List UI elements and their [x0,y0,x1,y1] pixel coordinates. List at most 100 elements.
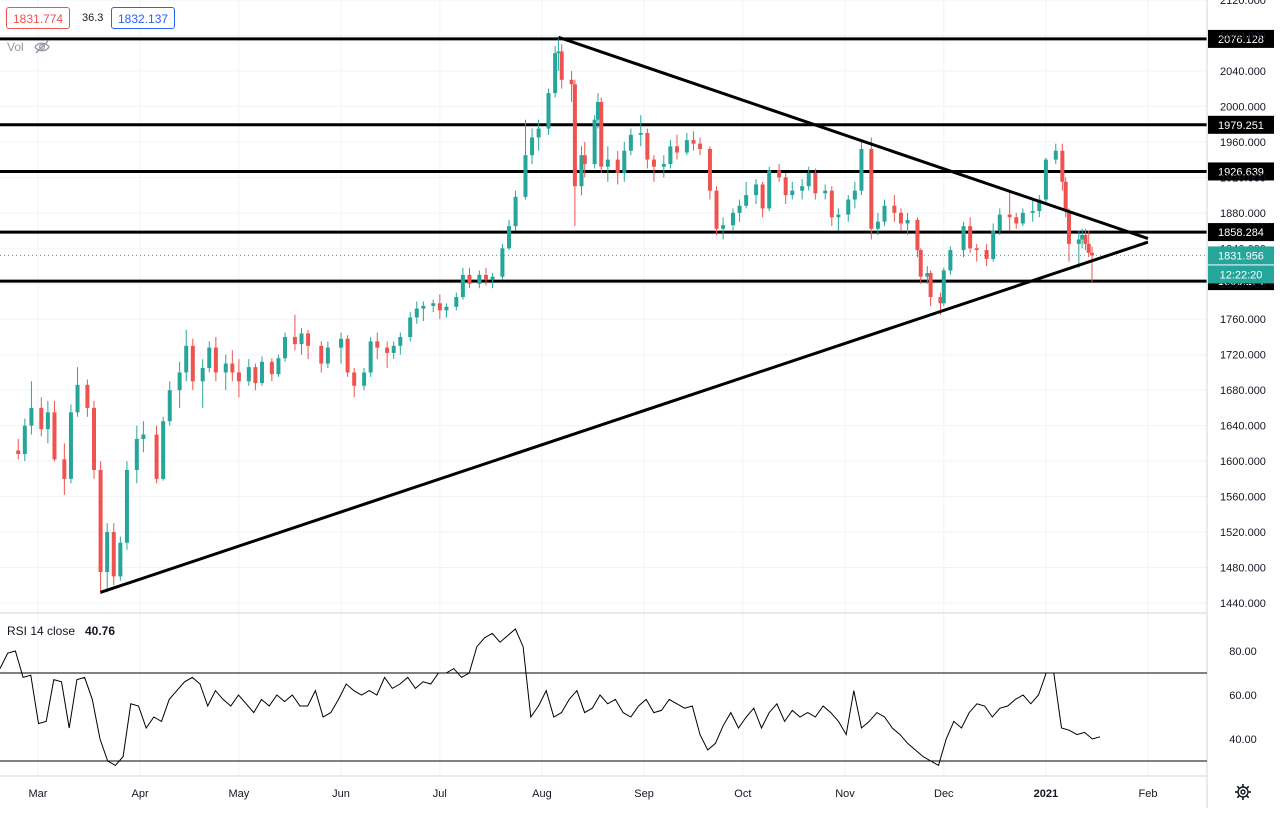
candle-body [269,361,274,375]
candle [1007,190,1012,231]
y-tick-label: 1600.000 [1220,456,1266,468]
candle-body [1043,159,1048,200]
candle-body [714,190,719,229]
candle-body [599,101,604,167]
candle [362,368,367,391]
candle-body [813,172,818,194]
candle [991,223,996,262]
candle [875,212,880,235]
candle-body [760,184,765,209]
rsi-current-value: 40.76 [85,624,116,638]
y-tick-label: 1960.000 [1220,137,1266,149]
candle-body [368,341,373,373]
candle-body [674,146,679,153]
candle [45,400,50,444]
candle [997,208,1002,235]
gear-icon[interactable] [1234,783,1252,801]
candle [483,267,488,286]
candle-body [75,384,80,413]
candle [1060,143,1065,191]
candle [925,266,930,284]
candle-body [905,219,910,224]
candle-body [852,190,857,200]
y-tick-label: 1520.000 [1220,527,1266,539]
candle-body [375,341,380,348]
candle-body [918,250,923,277]
rsi-line [0,628,1101,767]
candle-body [559,51,564,80]
candle [161,416,166,481]
candle-body [984,250,989,259]
candle-body [190,345,195,382]
candle-body [948,250,953,271]
candle-body [991,230,996,259]
x-tick-label: Nov [835,788,855,800]
candle [167,381,172,426]
candle [368,336,373,377]
candle [1043,157,1048,204]
candle [530,128,535,165]
candle-body [490,276,495,280]
candle-body [62,459,67,479]
candle-body [546,93,551,129]
candle [1083,228,1088,251]
candle [460,267,465,300]
level-label: 1926.639 [1218,166,1264,178]
candle-body [91,407,96,470]
candle-body [859,148,864,191]
candle [730,208,735,231]
candle [622,141,627,182]
close-price-badge: 1832.137 [111,7,176,29]
candle [536,119,541,151]
candle-body [582,155,587,165]
candle [467,267,472,289]
candle [1086,230,1091,258]
candle [213,336,218,382]
candle-body [283,336,288,359]
candle-body [1014,217,1019,224]
open-price-badge: 1831.774 [6,7,71,29]
candle-body [207,347,212,369]
candle-body [437,303,442,311]
candle-body [622,150,627,173]
candle [177,361,182,408]
candle [62,443,67,495]
candle [599,97,604,173]
candle [968,217,973,253]
candle-body [16,450,21,455]
candle-body [661,164,666,167]
candle [790,181,795,200]
candle [948,246,953,275]
x-tick-label: Dec [934,788,954,800]
candle [829,186,834,227]
candle [691,131,696,151]
eye-crossed-icon[interactable] [33,38,51,56]
candle [628,128,633,156]
candle-body [398,336,403,346]
candle [892,195,897,222]
candle [98,461,103,595]
candle-body [408,317,413,337]
candle-body [783,177,788,196]
candle [230,350,235,382]
candle-body [421,305,426,309]
candle [684,133,689,156]
candle-body [605,159,610,167]
candle [744,181,749,209]
candle [559,44,564,89]
x-tick-label: Feb [1139,788,1158,800]
candle-body [213,347,218,373]
candle [572,79,577,227]
candle [674,134,679,160]
rsi-y-tick-label: 60.00 [1229,690,1257,702]
candle [882,199,887,227]
candle [928,270,933,306]
candle [105,523,110,593]
candle [200,359,205,408]
candle-body [68,412,73,479]
candle [823,184,828,200]
candle [1014,212,1019,229]
candle [961,221,966,258]
candle-body [651,159,656,167]
